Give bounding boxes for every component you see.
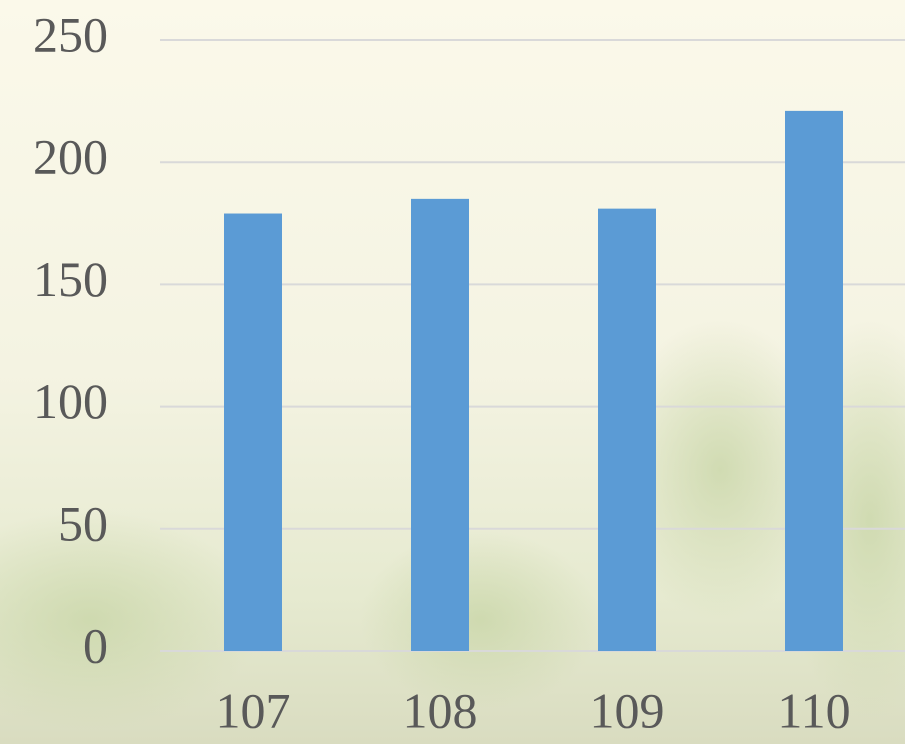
x-tick-label: 108: [403, 682, 478, 738]
bar: [224, 213, 282, 652]
background-foliage: [610, 320, 830, 620]
y-tick-label: 200: [33, 129, 108, 185]
x-tick-label: 107: [216, 682, 291, 738]
y-tick-label: 0: [83, 617, 108, 673]
background-foliage: [0, 510, 260, 730]
y-tick-label: 150: [33, 251, 108, 307]
y-tick-label: 50: [58, 495, 108, 551]
y-tick-label: 250: [33, 6, 108, 62]
bar: [411, 198, 469, 652]
bar: [785, 110, 843, 652]
background-foliage: [360, 530, 600, 710]
x-tick-label: 109: [590, 682, 665, 738]
plot-area: 0 50 100 150 200 250 107 108 109 110: [33, 6, 905, 738]
x-tick-label: 110: [777, 682, 850, 738]
bar: [598, 208, 656, 652]
y-tick-label: 100: [33, 373, 108, 429]
